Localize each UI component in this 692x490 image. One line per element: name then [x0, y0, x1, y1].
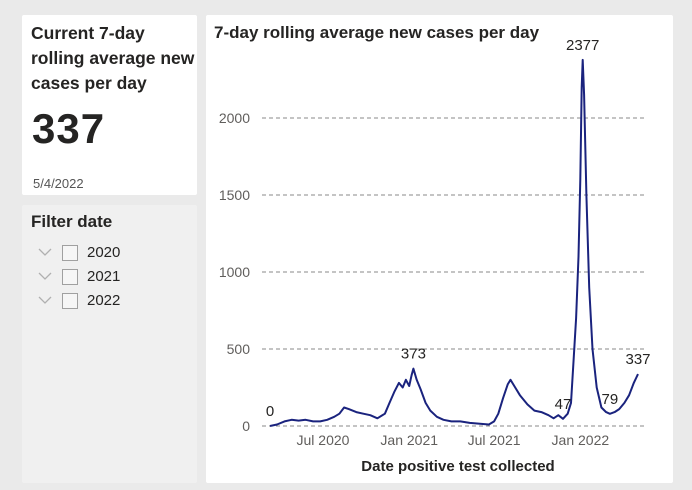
checkbox-2020[interactable]	[62, 245, 78, 261]
chart-card: 7-day rolling average new cases per day …	[206, 15, 673, 483]
x-tick-label: Jul 2020	[297, 432, 350, 448]
y-tick-label: 0	[242, 418, 250, 434]
filter-item-2020[interactable]: 2020	[36, 243, 186, 265]
x-tick-label: Jul 2021	[468, 432, 521, 448]
chevron-down-icon[interactable]	[36, 243, 56, 263]
kpi-card: Current 7-day rolling average new cases …	[22, 15, 197, 195]
kpi-value: 337	[32, 105, 106, 152]
x-axis-title: Date positive test collected	[361, 458, 554, 475]
filter-item-label: 2020	[87, 244, 121, 261]
chevron-down-icon[interactable]	[36, 291, 56, 311]
chevron-down-icon[interactable]	[36, 267, 56, 287]
checkbox-2021[interactable]	[62, 269, 78, 285]
x-tick-label: Jan 2022	[552, 432, 610, 448]
filter-item-label: 2021	[87, 268, 121, 285]
data-label: 47	[555, 396, 572, 413]
data-label: 373	[401, 346, 426, 363]
kpi-title: Current 7-day rolling average new cases …	[31, 23, 195, 93]
y-tick-label: 1000	[219, 264, 250, 280]
date-filter-slicer: Filter date 2020 2021 2022	[22, 205, 197, 483]
x-tick-label: Jan 2021	[380, 432, 438, 448]
chart-title: 7-day rolling average new cases per day	[214, 23, 540, 42]
filter-item-2021[interactable]: 2021	[36, 267, 186, 289]
data-label: 337	[625, 351, 650, 368]
filter-item-2022[interactable]: 2022	[36, 291, 186, 313]
y-tick-label: 500	[227, 341, 251, 357]
filter-title: Filter date	[31, 212, 113, 231]
data-label: 79	[602, 391, 619, 408]
y-tick-label: 2000	[219, 110, 250, 126]
series-line	[269, 58, 639, 427]
checkbox-2022[interactable]	[62, 293, 78, 309]
line-chart: 0 500 1000 1500 2000 Jul 2020 Jan 2021 Jul 2021…	[219, 37, 651, 475]
kpi-date: 5/4/2022	[33, 176, 84, 191]
data-label: 2377	[566, 37, 599, 54]
filter-item-label: 2022	[87, 292, 121, 309]
y-tick-label: 1500	[219, 187, 250, 203]
data-label: 0	[266, 403, 274, 420]
